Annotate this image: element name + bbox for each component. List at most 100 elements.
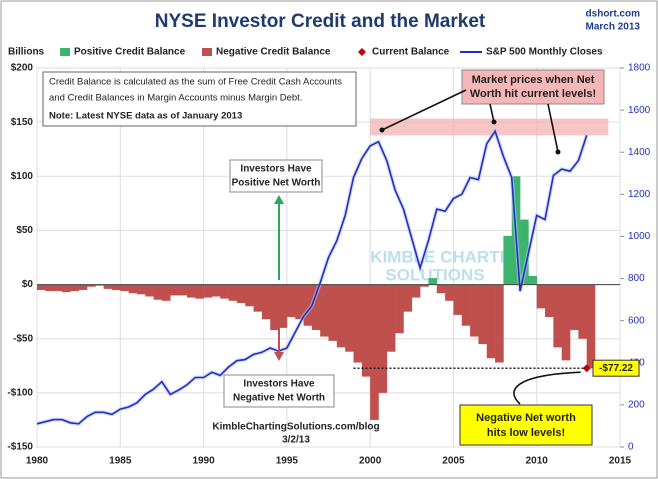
- source: dshort.com: [586, 9, 641, 20]
- credit-bar: [545, 284, 554, 318]
- credit-bar: [303, 284, 313, 326]
- negative-arrowhead: [274, 352, 284, 361]
- credit-bar: [45, 284, 54, 292]
- y-tick-label: $150: [11, 117, 34, 128]
- credit-bar: [161, 284, 171, 301]
- x-tick-label: 2010: [526, 456, 549, 467]
- credit-bar: [586, 284, 596, 369]
- credit-bar: [353, 284, 363, 363]
- credit-bar: [336, 284, 346, 348]
- credit-bar: [253, 284, 263, 312]
- credit-bar: [453, 284, 463, 315]
- y2-tick-label: 1400: [628, 147, 651, 158]
- credit-bar: [278, 284, 288, 328]
- credit-bar: [136, 284, 146, 295]
- credit-bar: [461, 284, 471, 326]
- credit-bar: [195, 284, 204, 299]
- credit-bar: [361, 284, 371, 377]
- chart-title: NYSE Investor Credit and the Market: [155, 11, 486, 32]
- y2-tick-label: 600: [628, 315, 645, 326]
- credit-bar: [103, 284, 113, 289]
- credit-bar: [61, 284, 71, 293]
- credit-bar: [245, 284, 254, 307]
- date: March 2013: [586, 22, 641, 33]
- low-text: hits low levels!: [487, 427, 565, 439]
- low-text: Negative Net worth: [476, 412, 576, 424]
- low-box: [459, 404, 593, 446]
- credit-bar: [37, 284, 46, 290]
- credit-bar: [220, 284, 229, 299]
- credit-bar: [228, 284, 238, 301]
- x-tick-label: 1990: [192, 456, 215, 467]
- credit-bar: [111, 284, 121, 290]
- negative-box: [223, 374, 335, 408]
- legend-swatch: [358, 48, 366, 56]
- market-arrowhead: [379, 127, 385, 133]
- x-tick-label: 1985: [109, 456, 132, 467]
- credit-bar: [378, 284, 388, 393]
- legend-swatch: [60, 48, 70, 56]
- legend-label: Current Balance: [372, 47, 450, 58]
- y2-tick-label: 800: [628, 273, 645, 284]
- credit-bar: [320, 284, 329, 337]
- credit-bar: [53, 284, 63, 292]
- credit-bar: [186, 284, 196, 298]
- y-tick-label: -$100: [7, 387, 33, 398]
- y-tick-label: $50: [16, 225, 33, 236]
- credit-text: 3/2/13: [282, 435, 310, 446]
- credit-text: KimbleChartingSolutions.com/blog: [212, 422, 379, 433]
- legend-label: Positive Credit Balance: [74, 47, 186, 58]
- credit-bar: [70, 284, 79, 292]
- credit-bar: [328, 284, 338, 341]
- credit-bar: [145, 284, 154, 297]
- credit-bar: [445, 284, 454, 301]
- credit-bar: [295, 284, 304, 320]
- positive-arrowhead: [274, 195, 284, 204]
- credit-bar: [520, 219, 529, 285]
- y2-tick-label: 1000: [628, 231, 651, 242]
- sp500-line: [36, 129, 588, 425]
- x-tick-label: 2005: [442, 456, 465, 467]
- credit-bar: [578, 284, 587, 339]
- credit-bar: [270, 284, 279, 331]
- note-box: [42, 71, 357, 127]
- positive-text: Positive Net Worth: [232, 178, 321, 189]
- note-text: Note: Latest NYSE data as of January 201…: [49, 111, 242, 122]
- low-arrow: [513, 371, 581, 405]
- credit-bar: [470, 284, 479, 337]
- credit-bar: [428, 278, 438, 285]
- credit-bar: [370, 284, 379, 420]
- credit-bar: [553, 284, 562, 348]
- note-text: and Credit Balances in Margin Accounts m…: [49, 93, 302, 104]
- watermark: SOLUTIONS: [385, 265, 484, 284]
- y2-tick-label: 1600: [628, 105, 651, 116]
- credit-bar: [86, 284, 96, 287]
- y2-tick-label: 200: [628, 400, 645, 411]
- y-tick-label: -$150: [7, 442, 33, 453]
- credit-bar: [95, 284, 104, 286]
- x-tick-label: 2015: [609, 456, 632, 467]
- credit-bar: [536, 284, 546, 309]
- credit-bar: [261, 284, 271, 320]
- credit-bar: [345, 284, 354, 352]
- credit-bar: [203, 284, 213, 298]
- credit-bar: [570, 284, 579, 331]
- credit-bar: [120, 284, 129, 292]
- market-arrowhead: [555, 149, 561, 155]
- market-box: [461, 69, 605, 105]
- credit-bar: [436, 284, 446, 294]
- y-tick-label: $0: [22, 279, 34, 290]
- positive-box: [229, 159, 323, 193]
- x-tick-label: 1980: [26, 456, 49, 467]
- x-tick-label: 2000: [359, 456, 382, 467]
- y-tick-label: $200: [11, 63, 34, 74]
- credit-bar: [211, 284, 221, 297]
- credit-bar: [503, 235, 513, 285]
- credit-bar: [561, 284, 571, 361]
- positive-text: Investors Have: [240, 164, 312, 175]
- credit-bar: [153, 284, 163, 300]
- market-arrow: [489, 103, 495, 123]
- credit-bar: [411, 284, 421, 298]
- credit-bar: [386, 284, 396, 352]
- price-band: [370, 118, 609, 136]
